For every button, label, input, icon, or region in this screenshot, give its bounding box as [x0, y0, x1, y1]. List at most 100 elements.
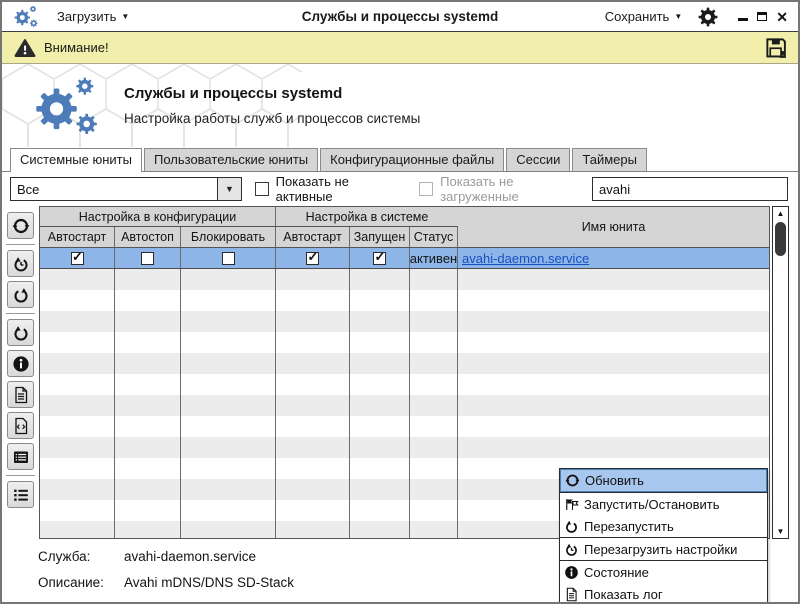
table-row[interactable] — [40, 374, 769, 395]
show-unloaded-label: Показать не загруженные — [440, 174, 519, 204]
table-row[interactable] — [40, 332, 769, 353]
running-checkbox[interactable] — [373, 249, 386, 265]
history-icon — [12, 255, 30, 273]
maximize-button[interactable] — [757, 12, 768, 21]
history-icon — [564, 542, 579, 557]
show-inactive-checkbox-group[interactable]: Показать не активные — [254, 174, 407, 204]
table-row[interactable] — [40, 416, 769, 437]
description-value: Avahi mDNS/DNS SD-Stack — [124, 575, 295, 590]
reload-settings-button[interactable] — [7, 250, 34, 277]
column-header-running: Запущен — [350, 227, 410, 248]
autostart-system-checkbox[interactable] — [306, 249, 319, 265]
scroll-up-arrow[interactable]: ▲ — [776, 209, 785, 218]
menu-item-reload-settings[interactable]: Перезагрузить настройки — [560, 538, 767, 560]
show-log-button[interactable] — [7, 381, 34, 408]
menu-divider — [560, 537, 767, 538]
tab-bar: Системные юниты Пользовательские юниты К… — [2, 147, 798, 172]
menu-item-label: Состояние — [584, 564, 649, 580]
start-stop-button[interactable] — [7, 281, 34, 308]
table-row[interactable] — [40, 437, 769, 458]
scroll-down-arrow[interactable]: ▼ — [776, 527, 785, 536]
vertical-scrollbar[interactable]: ▲ ▼ — [772, 206, 789, 539]
titlebar: Загрузить ▼ Службы и процессы systemd Со… — [2, 2, 798, 32]
list-icon — [12, 486, 30, 504]
units-table: Настройка в конфигурации Настройка в сис… — [39, 206, 770, 539]
menu-item-restart[interactable]: Перезапустить — [560, 515, 767, 537]
table-row[interactable] — [40, 500, 769, 521]
tab-system-units[interactable]: Системные юниты — [10, 148, 142, 172]
column-header-autostop: Автостоп — [115, 227, 181, 248]
chevron-down-icon: ▼ — [674, 11, 683, 21]
load-menu-label: Загрузить — [57, 9, 117, 24]
refresh-icon — [12, 217, 30, 235]
column-header-block: Блокировать — [181, 227, 276, 248]
table-row[interactable] — [40, 395, 769, 416]
properties-button[interactable] — [7, 443, 34, 470]
scrollbar-thumb[interactable] — [775, 222, 786, 256]
show-source-button[interactable] — [7, 412, 34, 439]
tab-config-files[interactable]: Конфигурационные файлы — [320, 148, 505, 171]
unit-list-button[interactable] — [7, 481, 34, 508]
refresh-button[interactable] — [7, 212, 34, 239]
table-row[interactable] — [40, 458, 769, 479]
table-row-selected[interactable]: активен avahi-daemon.service — [40, 248, 769, 269]
autostop-checkbox[interactable] — [141, 251, 154, 265]
menu-item-start-stop[interactable]: Запустить/Остановить — [560, 493, 767, 515]
service-value: avahi-daemon.service — [124, 549, 257, 564]
unit-name-link[interactable]: avahi-daemon.service — [462, 250, 590, 266]
menu-item-label: Перезагрузить настройки — [584, 541, 738, 557]
minimize-button[interactable] — [738, 18, 749, 21]
menu-item-label: Показать лог — [584, 586, 663, 602]
show-unloaded-checkbox — [419, 182, 434, 196]
app-gears-icon — [12, 4, 39, 29]
redo-arrow-icon — [12, 286, 30, 304]
warning-icon — [14, 38, 36, 58]
menu-item-status[interactable]: Состояние — [560, 561, 767, 583]
menu-item-label: Перезапустить — [584, 518, 674, 534]
show-inactive-checkbox[interactable] — [254, 182, 269, 196]
flags-icon — [564, 497, 579, 512]
table-row[interactable] — [40, 269, 769, 290]
unit-filter-value: Все — [17, 181, 40, 197]
select-dropdown-button[interactable]: ▼ — [216, 178, 241, 200]
save-menu-button[interactable]: Сохранить ▼ — [605, 9, 683, 24]
warning-text: Внимание! — [44, 40, 109, 55]
page-header: Службы и процессы systemd Настройка рабо… — [2, 64, 798, 147]
table-row[interactable] — [40, 311, 769, 332]
status-info-button[interactable] — [7, 350, 34, 377]
settings-gear-icon[interactable] — [698, 7, 718, 27]
autostart-config-checkbox[interactable] — [70, 249, 84, 265]
search-input[interactable] — [592, 177, 789, 201]
block-checkbox[interactable] — [221, 251, 235, 265]
info-icon — [12, 355, 30, 373]
document-code-icon — [12, 417, 30, 435]
menu-item-label: Запустить/Остановить — [584, 496, 720, 512]
tab-sessions[interactable]: Сессии — [506, 148, 571, 171]
tab-timers[interactable]: Таймеры — [572, 148, 647, 171]
page-subtitle: Настройка работы служб и процессов систе… — [124, 111, 421, 126]
show-unloaded-checkbox-group: Показать не загруженные — [419, 174, 592, 204]
filter-bar: Все ▼ Показать не активные Показать не з… — [2, 172, 798, 206]
save-file-icon[interactable] — [764, 36, 788, 60]
menu-item-refresh[interactable]: Обновить — [560, 469, 767, 492]
menu-item-show-log[interactable]: Показать лог — [560, 583, 767, 602]
close-button[interactable]: ✕ — [776, 8, 788, 25]
chevron-down-icon: ▼ — [224, 184, 234, 194]
info-icon — [564, 565, 579, 580]
table-row[interactable] — [40, 290, 769, 311]
app-logo-gears-icon — [30, 73, 100, 139]
column-header-autostart-config: Автостарт — [40, 227, 115, 248]
group-header-system: Настройка в системе — [276, 207, 458, 227]
page-title: Службы и процессы systemd — [124, 85, 343, 102]
tab-user-units[interactable]: Пользовательские юниты — [143, 148, 319, 171]
unit-filter-select[interactable]: Все ▼ — [10, 177, 242, 201]
menu-item-label: Обновить — [585, 473, 644, 488]
load-menu-button[interactable]: Загрузить ▼ — [57, 9, 129, 24]
column-header-unit-name: Имя юнита — [458, 207, 769, 248]
restart-button[interactable] — [7, 319, 34, 346]
document-icon — [12, 386, 30, 404]
description-label: Описание: — [38, 575, 104, 590]
table-row[interactable] — [40, 353, 769, 374]
menu-divider — [560, 492, 767, 493]
action-sidebar — [2, 206, 39, 539]
